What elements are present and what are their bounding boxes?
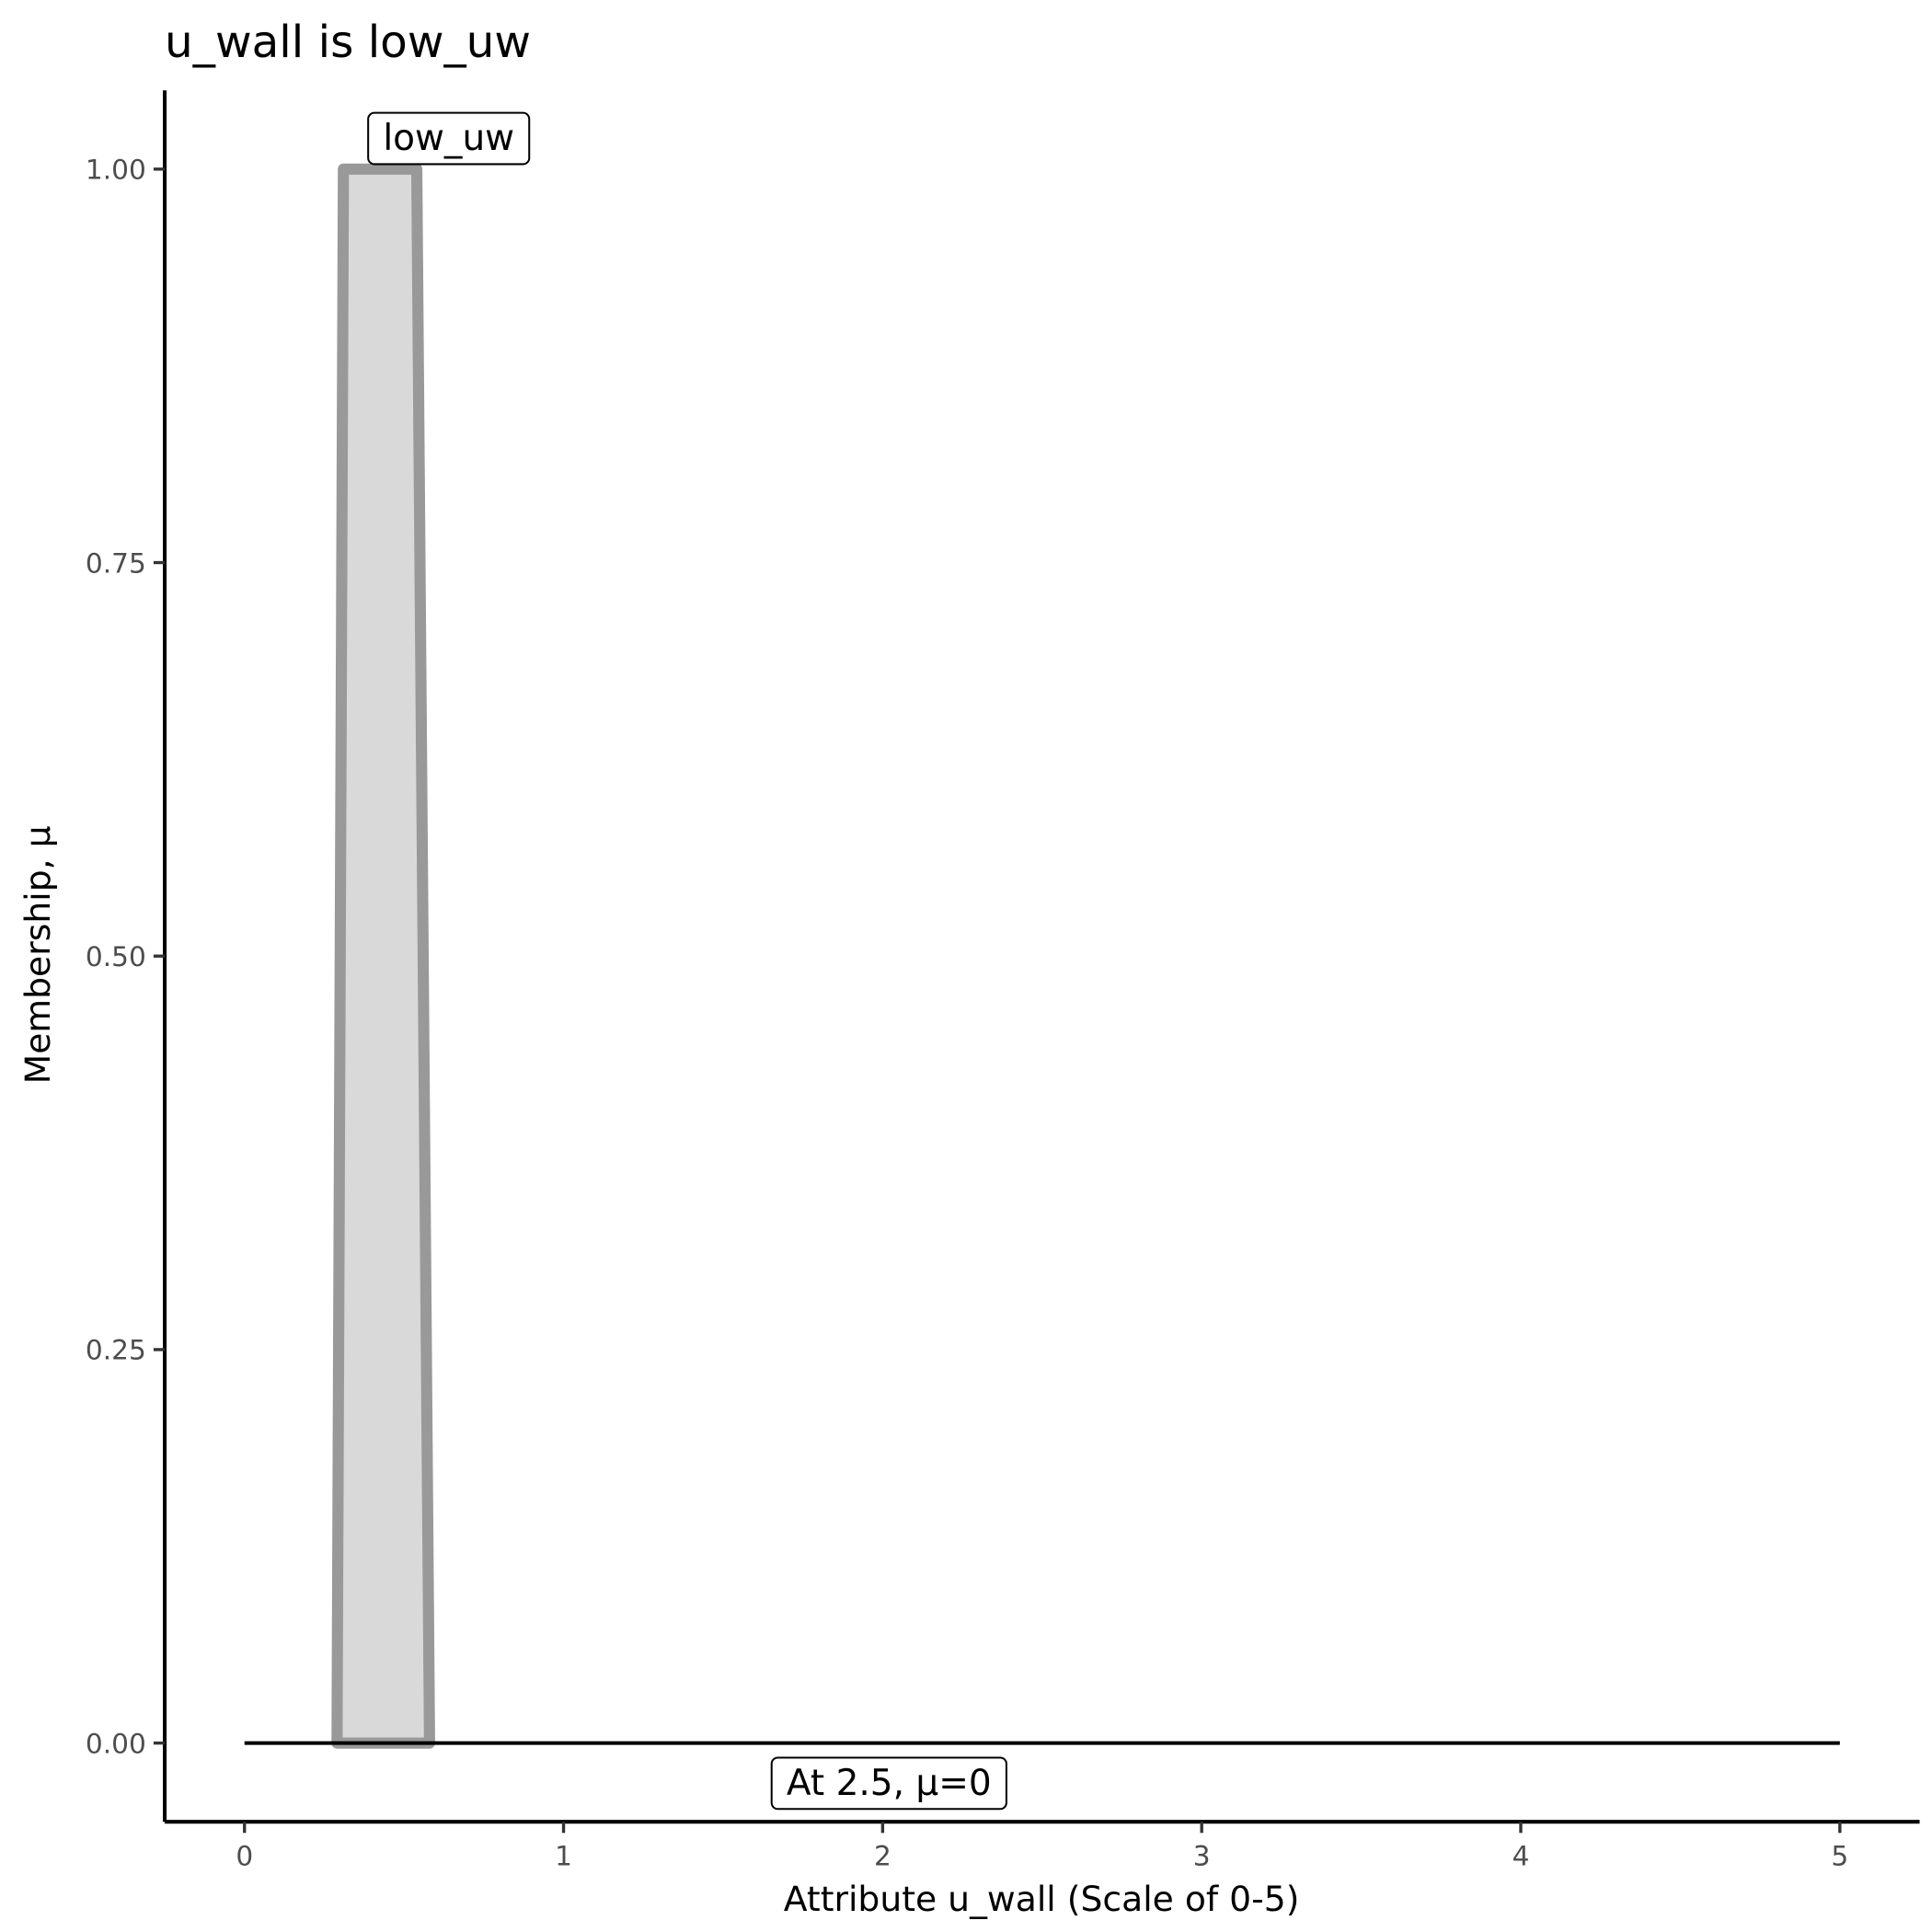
x-tick-label: 4 [1512,1840,1530,1871]
y-tick-label: 0.25 [86,1335,146,1366]
x-tick-label: 0 [236,1840,253,1871]
y-tick-label: 1.00 [86,155,146,186]
annotation-label: low_uw [383,118,514,159]
x-axis-title: Attribute u_wall (Scale of 0-5) [784,1879,1300,1919]
y-tick-label: 0.00 [86,1728,146,1759]
chart-title: u_wall is low_uw [165,17,531,68]
annotation-box [367,111,531,166]
x-tick-label: 1 [555,1840,572,1871]
annotation-label: At 2.5, μ=0 [787,1763,992,1804]
x-tick-label: 3 [1193,1840,1211,1871]
annotation-box [770,1756,1007,1811]
y-axis-title: Membership, μ [17,825,58,1084]
x-tick-label: 5 [1831,1840,1848,1871]
y-tick-label: 0.50 [86,941,146,972]
x-tick-label: 2 [874,1840,891,1871]
y-tick-label: 0.75 [86,547,146,579]
membership-area [331,163,435,1749]
